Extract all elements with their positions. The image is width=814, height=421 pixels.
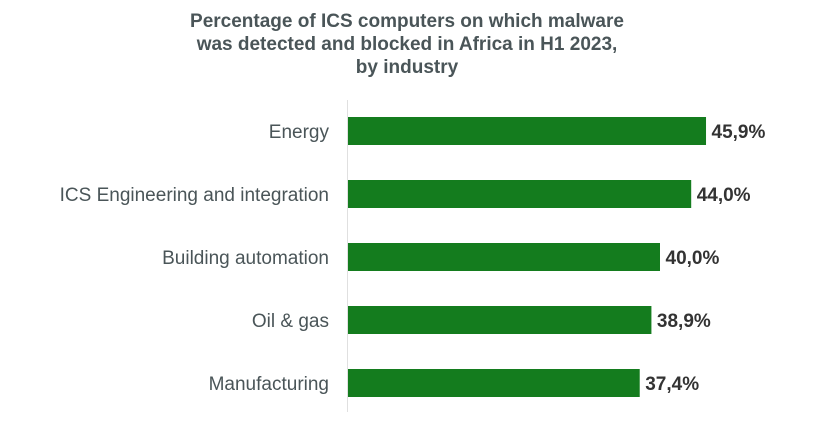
chart-title: Percentage of ICS computers on which mal…: [0, 10, 814, 79]
value-label-1: 44,0%: [697, 185, 751, 206]
category-label-4: Manufacturing: [209, 374, 329, 395]
category-label-0: Energy: [269, 122, 330, 143]
value-label-0: 45,9%: [712, 122, 766, 143]
bar-4: [348, 369, 640, 397]
value-label-2: 40,0%: [666, 248, 720, 269]
category-label-2: Building automation: [162, 248, 329, 269]
chart-title-line-2: was detected and blocked in Africa in H1…: [196, 34, 618, 55]
bar-0: [348, 117, 707, 145]
value-label-3: 38,9%: [657, 311, 711, 332]
chart-title-line-1: Percentage of ICS computers on which mal…: [190, 11, 624, 32]
value-label-4: 37,4%: [645, 374, 699, 395]
bar-1: [348, 180, 692, 208]
chart-title-line-3: by industry: [355, 57, 459, 78]
category-label-3: Oil & gas: [252, 311, 329, 332]
bar-3: [348, 306, 652, 334]
category-label-1: ICS Engineering and integration: [60, 185, 329, 206]
bar-2: [348, 243, 660, 271]
